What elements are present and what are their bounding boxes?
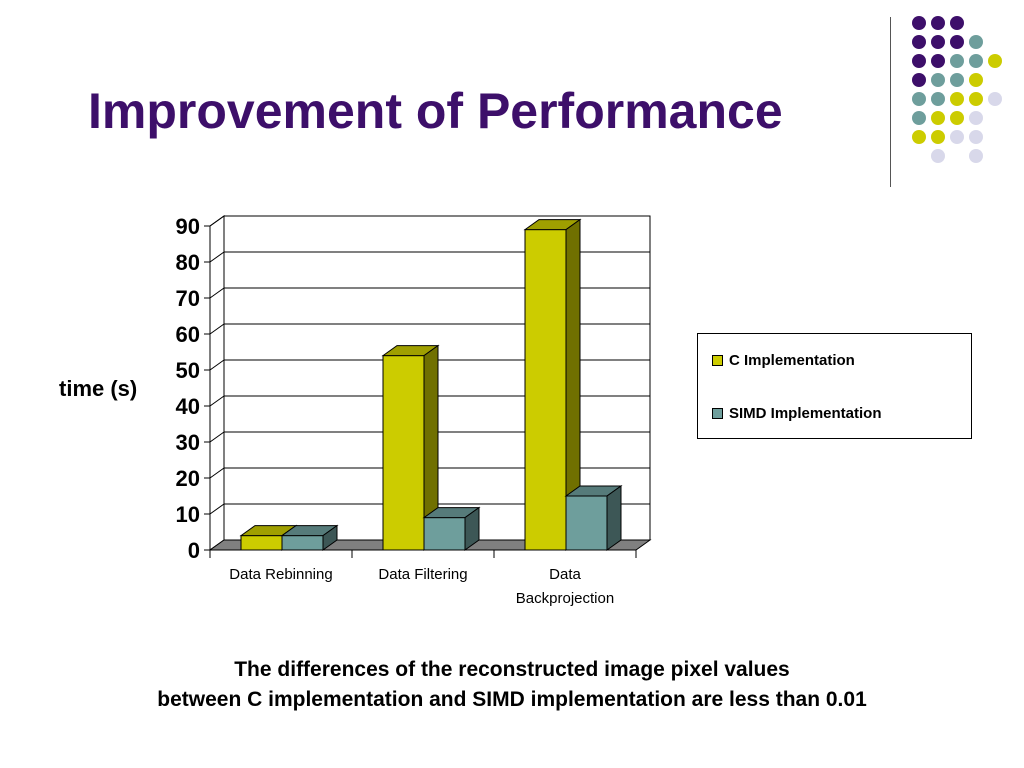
decorative-dot: [969, 54, 983, 68]
gridline-side: [209, 395, 225, 407]
decorative-dot: [988, 54, 1002, 68]
y-tick-label: 80: [176, 250, 200, 275]
bar: [422, 506, 481, 551]
legend-swatch-simd: [712, 408, 723, 419]
footer-line-1: The differences of the reconstructed ima…: [234, 658, 790, 681]
footer-note: The differences of the reconstructed ima…: [0, 655, 1024, 715]
bar-front: [423, 517, 466, 551]
legend-label-c: C Implementation: [729, 352, 855, 369]
legend-item-simd: SIMD Implementation: [712, 405, 882, 422]
title-divider: [890, 17, 891, 187]
bar-side: [464, 506, 480, 551]
legend-label-simd: SIMD Implementation: [729, 405, 882, 422]
decorative-dot: [950, 111, 964, 125]
y-tick-label: 10: [176, 502, 200, 527]
decorative-dot: [912, 92, 926, 106]
slide-title: Improvement of Performance: [88, 83, 783, 139]
y-tick-label: 70: [176, 286, 200, 311]
decorative-dot: [931, 111, 945, 125]
decorative-dot: [912, 16, 926, 30]
legend-swatch-c: [712, 355, 723, 366]
x-tick-label: Data Filtering: [378, 566, 467, 583]
bar-chart: 0 10 20 30 40 50 60 70 80 90 time (s) Data Rebinnin…: [59, 214, 652, 607]
bar: [523, 218, 582, 551]
bar-front: [240, 535, 283, 551]
bar-front: [565, 495, 608, 551]
gridline-side: [209, 287, 225, 299]
x-tick-label: Data Rebinning: [229, 566, 332, 583]
decorative-dot: [950, 16, 964, 30]
bar-front: [382, 355, 425, 551]
decorative-dot: [931, 92, 945, 106]
decorative-dot: [988, 92, 1002, 106]
decorative-dot: [969, 73, 983, 87]
decorative-dot: [969, 130, 983, 144]
y-tick-label: 90: [176, 214, 200, 239]
gridline-side: [209, 503, 225, 515]
decorative-dot: [912, 73, 926, 87]
decorative-dot: [950, 54, 964, 68]
decorative-dot-grid: [912, 16, 1002, 163]
decorative-dot: [912, 35, 926, 49]
decorative-dot: [969, 35, 983, 49]
decorative-dot: [950, 92, 964, 106]
decorative-dot: [950, 73, 964, 87]
decorative-dot: [931, 35, 945, 49]
decorative-dot: [950, 35, 964, 49]
decorative-dot: [950, 130, 964, 144]
x-tick-label: Data Backprojection: [516, 566, 614, 607]
gridline-side: [209, 431, 225, 443]
bar-side: [322, 524, 338, 551]
chart-legend: C Implementation SIMD Implementation: [697, 333, 972, 439]
bar: [381, 344, 440, 551]
decorative-dot: [931, 54, 945, 68]
legend-item-c: C Implementation: [712, 352, 855, 369]
plot-side-wall: [209, 215, 225, 551]
decorative-dot: [912, 54, 926, 68]
gridline-side: [209, 467, 225, 479]
decorative-dot: [931, 16, 945, 30]
bar-front: [281, 535, 324, 551]
y-axis-label: time (s): [59, 376, 137, 401]
gridline-side: [209, 323, 225, 335]
decorative-dot: [912, 111, 926, 125]
footer-line-2: between C implementation and SIMD implem…: [157, 688, 867, 711]
y-tick-label: 50: [176, 358, 200, 383]
decorative-dot: [969, 92, 983, 106]
bar-side: [606, 485, 622, 551]
gridline-side: [209, 251, 225, 263]
decorative-dot: [931, 73, 945, 87]
bar: [280, 524, 339, 551]
decorative-dot: [969, 149, 983, 163]
decorative-dot: [912, 130, 926, 144]
gridline-side: [209, 215, 225, 227]
y-tick-label: 40: [176, 394, 200, 419]
bar: [564, 485, 623, 551]
gridline-side: [209, 359, 225, 371]
y-tick-label: 0: [188, 538, 200, 563]
decorative-dot: [931, 130, 945, 144]
decorative-dot: [931, 149, 945, 163]
y-tick-label: 20: [176, 466, 200, 491]
y-tick-label: 30: [176, 430, 200, 455]
bar-front: [524, 229, 567, 551]
decorative-dot: [969, 111, 983, 125]
y-tick-label: 60: [176, 322, 200, 347]
